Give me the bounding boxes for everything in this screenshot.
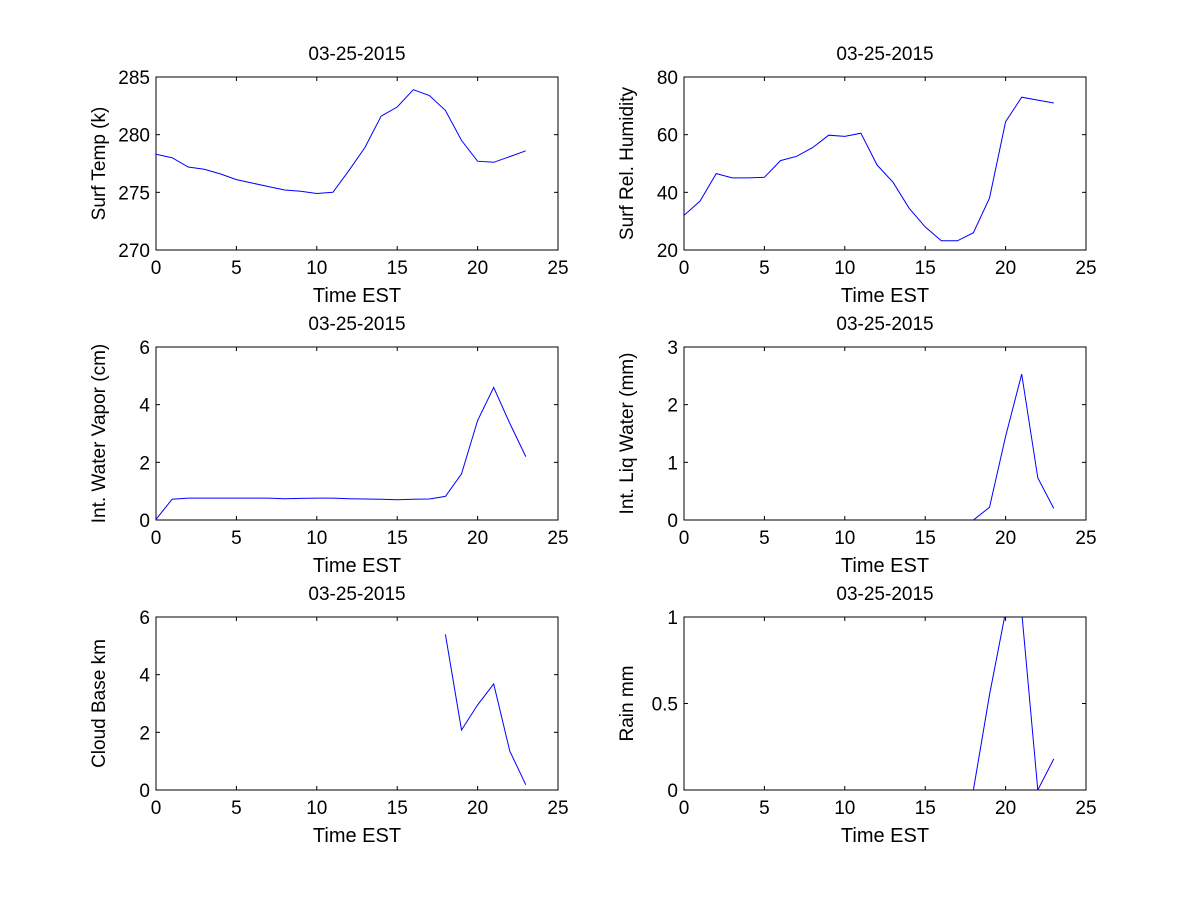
x-axis-label: Time EST — [841, 285, 929, 307]
x-tick-label: 5 — [759, 528, 770, 549]
subplot-4: 0 5 10 15 20 25 0 1 2 3 03-25-2015 Time EST Int. Liq… — [617, 314, 1097, 577]
y-tick-label: 1 — [667, 608, 678, 629]
x-tick-label: 25 — [1075, 798, 1096, 819]
x-tick-label: 10 — [306, 258, 327, 279]
x-tick-label: 0 — [679, 798, 690, 819]
y-axis-label: Rain mm — [617, 665, 638, 741]
x-tick-label: 0 — [679, 528, 690, 549]
y-axis-label: Int. Water Vapor (cm) — [89, 344, 110, 523]
x-tick-label: 15 — [915, 258, 936, 279]
y-tick-label: 0.5 — [652, 695, 678, 716]
y-tick-label: 0 — [139, 511, 150, 532]
x-tick-label: 10 — [306, 528, 327, 549]
axes-frame — [155, 616, 559, 791]
y-tick-label: 6 — [139, 608, 150, 629]
y-tick-label: 285 — [118, 68, 150, 89]
x-tick-label: 20 — [995, 258, 1016, 279]
y-tick-label: 280 — [118, 126, 150, 147]
x-tick-label: 20 — [467, 258, 488, 279]
y-tick-label: 0 — [667, 781, 678, 802]
y-axis-label: Surf Temp (k) — [89, 107, 110, 221]
y-tick-label: 2 — [139, 723, 150, 744]
subplot-title: 03-25-2015 — [836, 44, 933, 65]
x-tick-label: 20 — [995, 528, 1016, 549]
subplot-3: 0 5 10 15 20 25 0 2 4 6 03-25-2015 Time EST Int. Wat… — [89, 314, 569, 577]
x-tick-label: 10 — [834, 798, 855, 819]
subplot-5: 0 5 10 15 20 25 0 2 4 6 03-25-2015 Time EST Cloud Ba… — [89, 584, 569, 847]
x-tick-label: 25 — [547, 528, 568, 549]
subplot-title: 03-25-2015 — [308, 44, 405, 65]
x-axis-label: Time EST — [841, 825, 929, 847]
x-tick-label: 5 — [231, 528, 242, 549]
y-tick-label: 2 — [139, 453, 150, 474]
x-tick-label: 15 — [387, 798, 408, 819]
x-axis-label: Time EST — [313, 825, 401, 847]
y-tick-label: 20 — [657, 241, 678, 262]
x-tick-label: 0 — [151, 528, 162, 549]
x-axis-label: Time EST — [313, 285, 401, 307]
x-tick-label: 15 — [387, 528, 408, 549]
subplot-1: 0 5 10 15 20 25 270 275 280 285 03-25-2015 Time EST… — [89, 44, 569, 307]
x-tick-label: 5 — [759, 258, 770, 279]
x-tick-label: 25 — [1075, 528, 1096, 549]
y-tick-label: 0 — [139, 781, 150, 802]
series-line — [972, 617, 1055, 790]
subplot-6: 0 5 10 15 20 25 0 0.5 1 03-25-2015 Time EST Rain mm — [617, 584, 1097, 847]
y-tick-label: 60 — [657, 126, 678, 147]
axes-frame — [683, 346, 1087, 521]
y-tick-label: 40 — [657, 183, 678, 204]
y-tick-label: 4 — [139, 666, 150, 687]
series-line — [156, 386, 527, 520]
y-tick-label: 270 — [118, 241, 150, 262]
x-tick-label: 10 — [834, 528, 855, 549]
x-tick-label: 10 — [834, 258, 855, 279]
subplot-title: 03-25-2015 — [308, 314, 405, 335]
x-tick-label: 15 — [387, 258, 408, 279]
y-axis-label: Cloud Base km — [89, 639, 110, 768]
y-tick-label: 0 — [667, 511, 678, 532]
x-tick-label: 25 — [1075, 258, 1096, 279]
y-axis-label: Int. Liq Water (mm) — [617, 353, 638, 515]
x-tick-label: 25 — [547, 798, 568, 819]
y-tick-label: 2 — [667, 396, 678, 417]
y-tick-label: 6 — [139, 338, 150, 359]
x-tick-label: 20 — [995, 798, 1016, 819]
x-axis-label: Time EST — [841, 555, 929, 577]
x-tick-label: 15 — [915, 528, 936, 549]
axes-frame — [683, 616, 1087, 791]
series-line — [973, 373, 1055, 520]
axes-frame — [155, 346, 559, 521]
y-tick-label: 275 — [118, 183, 150, 204]
x-tick-label: 5 — [231, 258, 242, 279]
x-tick-label: 20 — [467, 528, 488, 549]
series-line — [444, 634, 527, 786]
subplot-title: 03-25-2015 — [836, 314, 933, 335]
axes-frame — [683, 76, 1087, 251]
y-axis-label: Surf Rel. Humidity — [617, 86, 638, 240]
x-tick-label: 20 — [467, 798, 488, 819]
x-axis-label: Time EST — [313, 555, 401, 577]
x-tick-label: 25 — [547, 258, 568, 279]
subplot-title: 03-25-2015 — [308, 584, 405, 605]
x-tick-label: 5 — [231, 798, 242, 819]
x-tick-label: 0 — [151, 258, 162, 279]
x-tick-label: 5 — [759, 798, 770, 819]
y-tick-label: 1 — [667, 453, 678, 474]
series-line — [684, 96, 1054, 242]
x-tick-label: 15 — [915, 798, 936, 819]
subplot-2: 0 5 10 15 20 25 20 40 60 80 03-25-2015 Time EST Surf… — [617, 44, 1097, 307]
x-tick-label: 10 — [306, 798, 327, 819]
axes-frame — [155, 76, 559, 251]
subplot-title: 03-25-2015 — [836, 584, 933, 605]
y-tick-label: 3 — [667, 338, 678, 359]
y-tick-label: 80 — [657, 68, 678, 89]
series-line — [156, 89, 526, 195]
x-tick-label: 0 — [679, 258, 690, 279]
y-tick-label: 4 — [139, 396, 150, 417]
x-tick-label: 0 — [151, 798, 162, 819]
